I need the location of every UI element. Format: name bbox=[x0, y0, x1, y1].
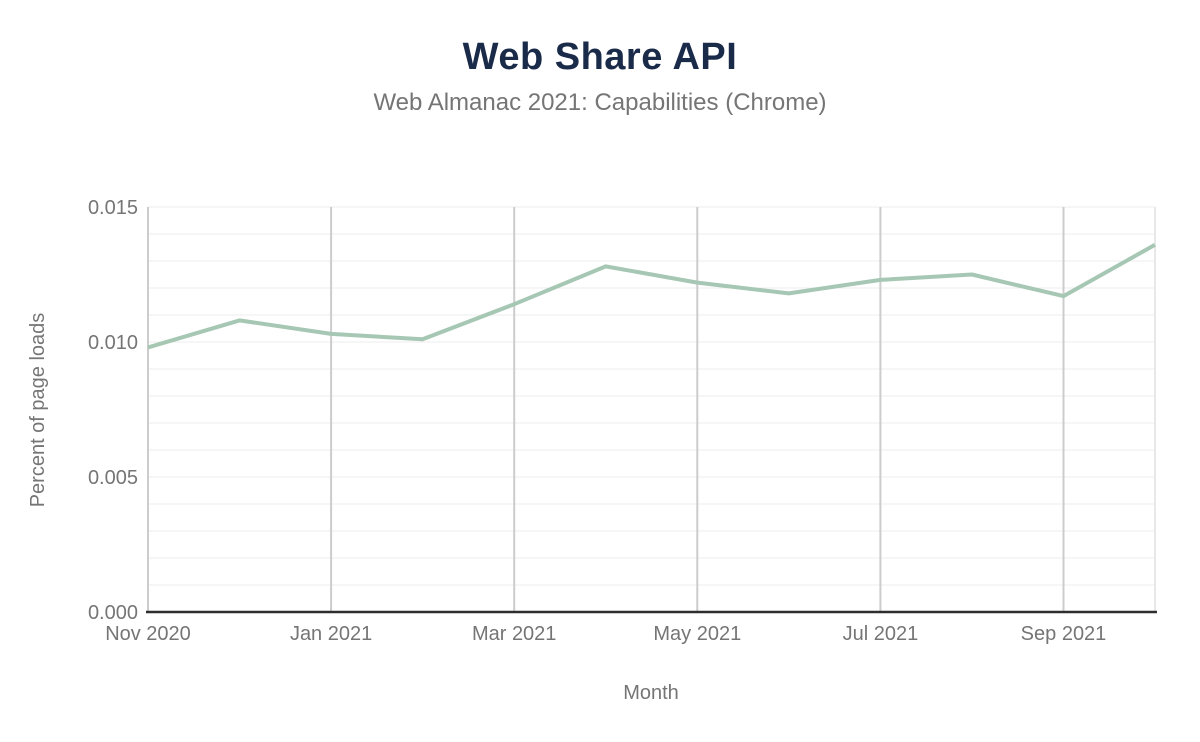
x-tick-label: Sep 2021 bbox=[1021, 623, 1107, 645]
chart-title: Web Share API bbox=[462, 36, 738, 78]
x-tick-label: Nov 2020 bbox=[105, 623, 191, 645]
y-axis-title: Percent of page loads bbox=[27, 313, 49, 508]
y-tick-label: 0.000 bbox=[88, 602, 138, 624]
x-tick-label: May 2021 bbox=[653, 623, 741, 645]
x-axis-tick-labels: Nov 2020 Jan 2021 Mar 2021 May 2021 Jul 2021… bbox=[105, 623, 1106, 645]
chart-subtitle: Web Almanac 2021: Capabilities (Chrome) bbox=[373, 89, 827, 116]
y-tick-label: 0.015 bbox=[88, 197, 138, 219]
gridlines-horizontal bbox=[148, 206, 1155, 586]
gridlines-vertical bbox=[147, 207, 1156, 612]
y-tick-label: 0.005 bbox=[88, 467, 138, 489]
data-series bbox=[147, 243, 1156, 350]
x-tick-label: Jul 2021 bbox=[843, 623, 919, 645]
y-axis-tick-labels: 0.000 0.005 0.010 0.015 bbox=[88, 197, 138, 624]
y-tick-label: 0.010 bbox=[88, 332, 138, 354]
series-line-web-share-api bbox=[147, 243, 1156, 350]
x-tick-label: Mar 2021 bbox=[472, 623, 557, 645]
x-axis-title: Month bbox=[623, 682, 679, 704]
x-tick-label: Jan 2021 bbox=[290, 623, 372, 645]
